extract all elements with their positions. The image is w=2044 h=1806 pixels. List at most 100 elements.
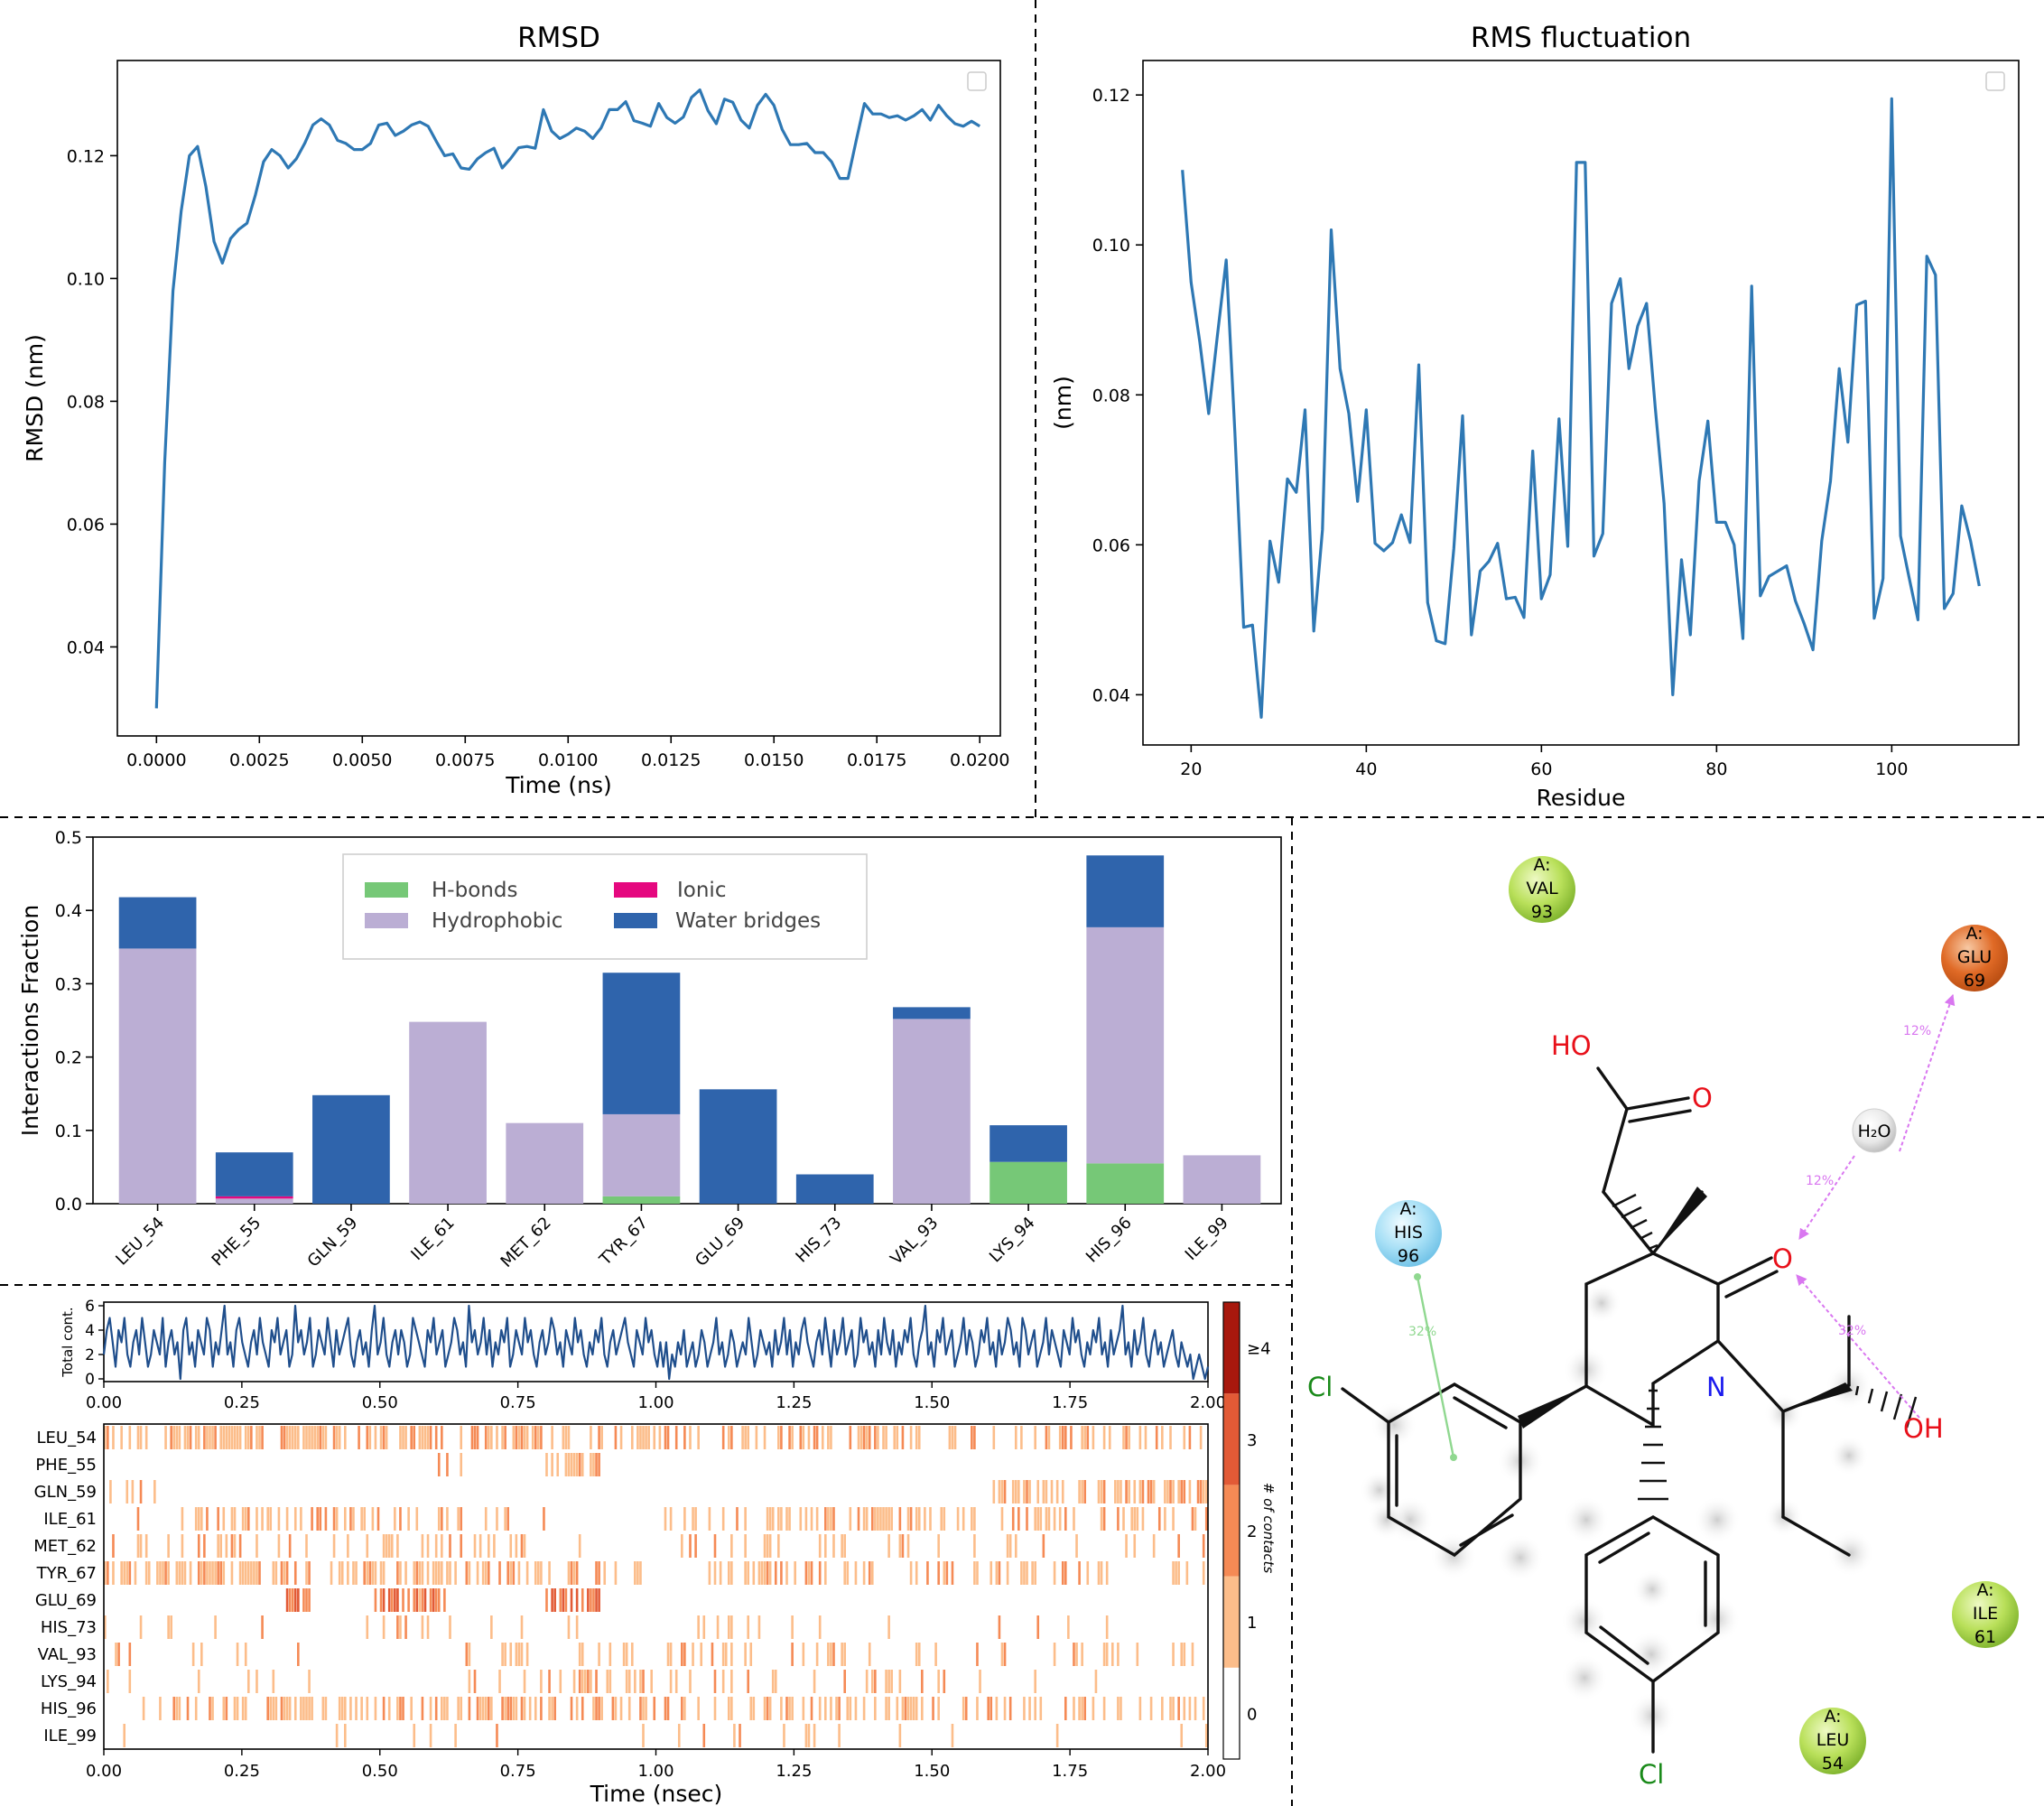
contact-cell: [874, 1670, 877, 1693]
ligand-atom-labels: HO O O N OH Cl Cl: [1307, 1030, 1944, 1790]
contact-cell: [1026, 1480, 1028, 1503]
y-tick-label: 0.2: [55, 1048, 82, 1068]
contact-cell: [887, 1534, 890, 1558]
contact-cell: [476, 1426, 479, 1449]
contact-cell: [1061, 1480, 1064, 1503]
contact-cell: [921, 1697, 924, 1720]
contact-cell: [1108, 1426, 1111, 1449]
contact-cell: [694, 1507, 697, 1531]
contact-cell-hot: [379, 1588, 383, 1612]
contact-cell: [1105, 1615, 1109, 1639]
contact-cell: [1183, 1643, 1186, 1666]
legend-swatch-water-bridges: [614, 913, 657, 928]
contact-cell: [194, 1426, 198, 1449]
bar-segment: [1086, 855, 1165, 927]
bar-segment: [602, 1196, 681, 1204]
contact-cell: [971, 1426, 973, 1449]
contact-cell: [128, 1643, 132, 1666]
contact-cell: [123, 1724, 126, 1747]
contact-cell: [233, 1534, 237, 1558]
contact-cell: [567, 1426, 571, 1449]
contact-cell: [943, 1670, 946, 1693]
contact-cell: [896, 1697, 899, 1720]
x-tick-label: 0.25: [224, 1762, 260, 1781]
contact-cell: [457, 1507, 460, 1531]
residue-ile-61: A: ILE 61: [1952, 1580, 2019, 1648]
contact-cell: [280, 1426, 283, 1449]
residue-ile-61-number: 61: [1974, 1627, 1996, 1647]
contact-cell: [233, 1426, 237, 1449]
contact-cell: [1128, 1426, 1130, 1449]
contact-cell-hot: [291, 1588, 294, 1612]
colorbar-segment: [1223, 1302, 1240, 1394]
contact-cell: [244, 1697, 247, 1720]
contact-cell: [598, 1697, 600, 1720]
contact-cell: [379, 1561, 383, 1585]
atom-oh: OH: [1903, 1413, 1944, 1444]
contact-cell: [909, 1507, 913, 1531]
contact-cell: [590, 1670, 592, 1693]
bar-segment: [893, 1019, 971, 1204]
contact-cell: [363, 1507, 367, 1531]
contact-cell: [639, 1670, 642, 1693]
contact-cell: [1169, 1697, 1172, 1720]
legend-swatch-hydrophobic: [365, 913, 408, 928]
contact-cell: [634, 1561, 636, 1585]
contact-cell: [721, 1670, 725, 1693]
legend-label-water-bridges: Water bridges: [675, 909, 821, 933]
contact-cell: [1138, 1697, 1142, 1720]
contact-cell: [159, 1697, 162, 1720]
contact-cell: [203, 1426, 206, 1449]
bar-segment: [215, 1198, 293, 1204]
contact-cell: [311, 1507, 313, 1531]
contact-cell: [515, 1697, 518, 1720]
x-tick-label: 80: [1705, 759, 1727, 779]
contact-cell: [1175, 1561, 1177, 1585]
contact-cell: [230, 1426, 234, 1449]
contact-cell: [344, 1697, 347, 1720]
contact-cell: [496, 1724, 498, 1747]
contact-cell: [562, 1426, 565, 1449]
residue-ile-61-chain: A:: [1976, 1580, 1993, 1600]
contact-cell: [321, 1426, 325, 1449]
residue-his-96: A: HIS 96: [1375, 1199, 1442, 1267]
contact-cell: [443, 1697, 446, 1720]
contact-cell: [901, 1426, 905, 1449]
contact-cell: [1122, 1426, 1125, 1449]
contact-cell: [674, 1426, 678, 1449]
contact-cell: [600, 1426, 603, 1449]
contact-cell: [1058, 1507, 1062, 1531]
rmsd-y-label: RMSD (nm): [22, 334, 48, 462]
contact-cell: [1003, 1697, 1007, 1720]
row-label: GLN_59: [34, 1483, 97, 1502]
contact-cell: [757, 1615, 761, 1639]
bar-segment: [1086, 926, 1165, 1164]
contact-cell: [730, 1426, 733, 1449]
atom-o-carbonyl: O: [1772, 1243, 1793, 1274]
contact-cell: [504, 1426, 506, 1449]
contact-cell: [893, 1426, 897, 1449]
contact-cell: [953, 1426, 957, 1449]
contact-cell: [493, 1534, 496, 1558]
contact-cell: [917, 1643, 921, 1666]
contact-cell: [509, 1534, 513, 1558]
contact-cell: [366, 1426, 369, 1449]
contact-cell-hot: [308, 1588, 311, 1612]
contact-cell: [272, 1670, 275, 1693]
contact-cell: [813, 1426, 816, 1449]
contact-cell: [1036, 1507, 1040, 1531]
legend-swatch-hbonds: [365, 882, 408, 898]
contact-cell: [1058, 1426, 1062, 1449]
contact-cell: [136, 1534, 140, 1558]
contact-cell: [189, 1426, 192, 1449]
bar-segment: [409, 1021, 487, 1204]
contact-cell: [700, 1643, 703, 1666]
contact-cell: [768, 1697, 772, 1720]
contact-cell: [727, 1561, 730, 1585]
contact-cell: [995, 1697, 999, 1720]
contact-cell: [347, 1534, 349, 1558]
contact-cell: [340, 1561, 344, 1585]
contact-cell: [849, 1426, 852, 1449]
contact-cell: [730, 1534, 733, 1558]
contact-cell: [724, 1643, 728, 1666]
